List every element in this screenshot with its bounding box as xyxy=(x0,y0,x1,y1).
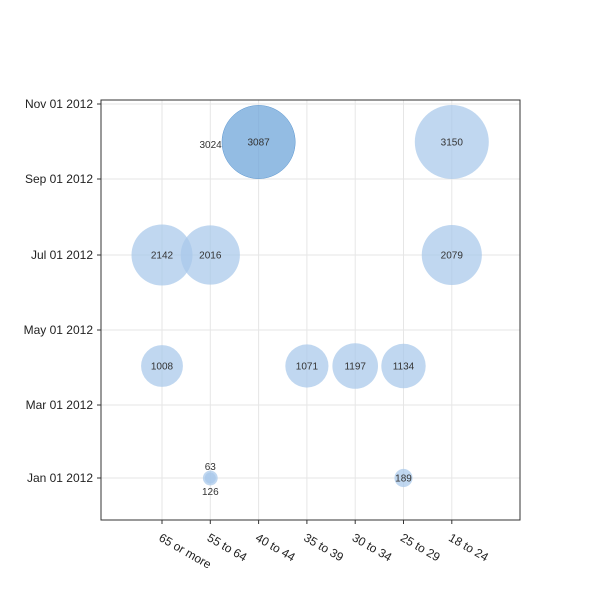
bubble[interactable] xyxy=(141,345,183,387)
bubble-value-label: 63 xyxy=(205,462,217,473)
plot-frame xyxy=(100,99,521,521)
bubble-value-label: 2079 xyxy=(441,251,464,262)
bubble-value-label: 3024 xyxy=(199,140,222,151)
bubble-layer xyxy=(131,105,489,488)
bubble-value-label: 1197 xyxy=(344,362,366,373)
y-tick-label: Jul 01 2012 xyxy=(31,248,93,262)
bubble-value-label: 1071 xyxy=(296,362,319,373)
bubble[interactable] xyxy=(285,344,329,388)
x-tick-label: 25 to 29 xyxy=(398,530,443,564)
bubble[interactable] xyxy=(221,105,296,179)
bubble-value-label: 1134 xyxy=(393,362,415,373)
bubble-value-label: 3087 xyxy=(247,138,270,149)
y-axis-ticks: Nov 01 2012 Sep 01 2012 Jul 01 2012 May 01 … xyxy=(24,97,101,485)
bubble[interactable] xyxy=(394,468,413,488)
bubble-label-layer: 3087 3024 3150 2142 2016 2079 1008 1071 1197 1134… xyxy=(151,138,463,499)
x-tick-label: 35 to 39 xyxy=(301,530,346,564)
bubble-value-label: 3150 xyxy=(441,138,464,149)
bubble[interactable] xyxy=(180,225,240,285)
bubble-value-label: 126 xyxy=(202,487,219,498)
bubble[interactable] xyxy=(421,224,482,286)
y-tick-label: Nov 01 2012 xyxy=(25,97,93,111)
x-tick-label: 65 or more xyxy=(157,530,215,571)
y-tick-label: Mar 01 2012 xyxy=(26,398,94,412)
bubble[interactable] xyxy=(131,224,193,286)
bubble[interactable] xyxy=(414,105,489,179)
bubble-value-label: 2142 xyxy=(151,251,174,262)
bubble-value-label: 2016 xyxy=(199,251,222,262)
bubble[interactable] xyxy=(381,343,426,389)
bubble[interactable] xyxy=(332,343,379,389)
bubble-value-label: 1008 xyxy=(151,362,174,373)
y-tick-label: Sep 01 2012 xyxy=(25,172,93,186)
y-tick-label: Jan 01 2012 xyxy=(27,471,93,485)
x-tick-label: 18 to 24 xyxy=(446,530,491,564)
y-tick-label: May 01 2012 xyxy=(24,323,94,337)
bubble-value-label: 189 xyxy=(395,474,412,485)
x-tick-label: 40 to 44 xyxy=(253,530,298,564)
bubble[interactable] xyxy=(202,470,218,486)
x-tick-label: 30 to 34 xyxy=(350,530,395,564)
